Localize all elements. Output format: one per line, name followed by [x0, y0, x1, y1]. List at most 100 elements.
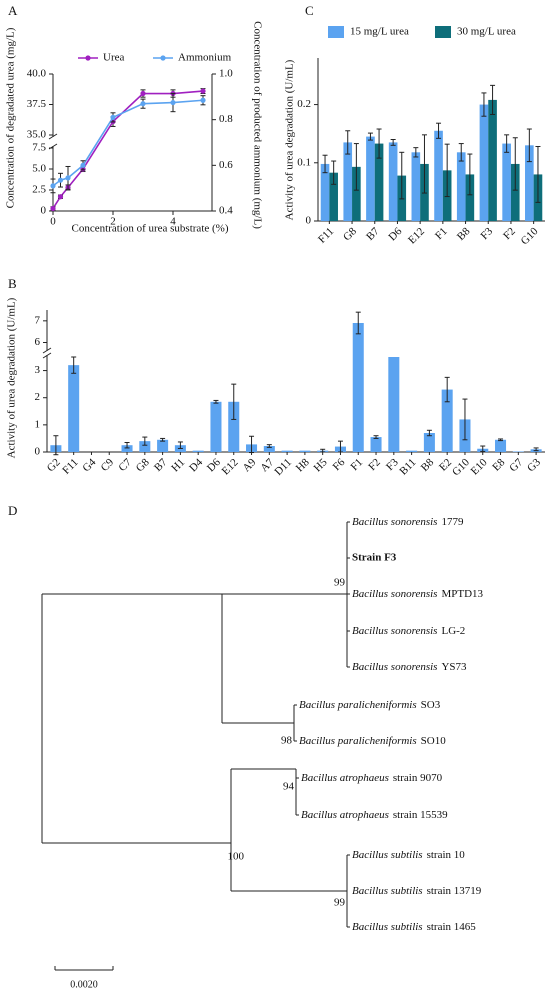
x-tick-label: E10 [469, 456, 490, 477]
axis-break [42, 352, 52, 359]
y-tick-label: 0 [306, 215, 312, 227]
strain: SO10 [421, 735, 447, 747]
x-tick-label: F1 [433, 225, 450, 242]
x-tick-label: G8 [134, 456, 152, 474]
y-tick-label: 0.2 [297, 98, 311, 110]
axis-break [42, 347, 52, 354]
x-tick-label: B7 [364, 225, 382, 243]
x-tick-label: H1 [169, 456, 187, 474]
y-tick-label: 7.5 [32, 142, 46, 154]
bootstrap: 100 [228, 851, 245, 863]
bar [157, 439, 169, 452]
x-tick-label: E12 [220, 456, 241, 477]
bar [329, 172, 338, 221]
bar [320, 163, 330, 221]
point [110, 114, 116, 120]
point [65, 175, 71, 181]
x-tick-label: D11 [272, 456, 294, 478]
strain: YS73 [441, 661, 467, 673]
point [200, 97, 206, 103]
panel-letter: A [8, 3, 18, 18]
bar [512, 451, 524, 452]
leaf-label: Bacillus atrophaeus strain 9070 [301, 772, 443, 784]
x-tick-label: G2 [45, 456, 63, 474]
bar [423, 433, 435, 452]
y-tick-label: 0 [35, 446, 41, 458]
x-tick-label: G10 [450, 456, 472, 478]
bootstrap: 98 [281, 735, 293, 747]
leaf-label: Bacillus paralicheniformis SO3 [299, 699, 441, 711]
y-tick-label: 6 [35, 336, 41, 348]
y-tick-label: 40.0 [27, 68, 47, 80]
species: Bacillus subtilis [352, 921, 423, 933]
series-line [52, 90, 204, 209]
x-tick-label: D6 [386, 225, 404, 243]
species: Bacillus sonorensis [352, 625, 437, 637]
bar [495, 439, 507, 452]
legend-marker [160, 55, 166, 61]
x-tick-label: F6 [331, 456, 348, 473]
bar [406, 450, 418, 452]
leaf-label: Bacillus subtilis strain 1465 [352, 921, 476, 933]
strain: strain 15539 [393, 809, 448, 821]
leaf-label: Strain F3 [352, 552, 397, 564]
bar [139, 441, 151, 452]
panel-letter: D [8, 503, 17, 518]
bar [299, 450, 311, 452]
y-tick-label: 7 [35, 314, 41, 326]
leaf-label: Bacillus subtilis strain 13719 [352, 885, 482, 897]
leaf-label: Bacillus sonorensis MPTD13 [352, 588, 484, 600]
x-tick-label: G10 [519, 225, 541, 247]
x-tick-label: D6 [205, 456, 223, 474]
tree-branches [41, 521, 350, 928]
strain: SO3 [421, 699, 441, 711]
x-tick-label: F2 [501, 225, 518, 242]
bar [525, 145, 534, 221]
y2-tick-label: 0.4 [219, 205, 233, 217]
species: Bacillus paralicheniformis [299, 735, 417, 747]
scale-label: 0.0020 [70, 979, 98, 990]
point [80, 162, 86, 168]
x-tick-label: E12 [406, 225, 427, 246]
x-tick-label: B11 [397, 456, 418, 477]
point [57, 194, 64, 200]
leaf-label: Bacillus sonorensis 1779 [352, 516, 464, 528]
bar [210, 401, 222, 452]
y-tick-label: 1 [35, 418, 41, 430]
x-tick-label: 2 [110, 216, 116, 228]
bar [388, 142, 398, 221]
species: Bacillus atrophaeus [301, 809, 389, 821]
scale-bar: 0.0020 [54, 966, 114, 990]
x-tick-label: G8 [341, 225, 359, 243]
point [170, 99, 176, 106]
y-tick-label: 2.5 [32, 184, 46, 196]
y-tick-label: 35.0 [27, 129, 47, 141]
bar [343, 142, 353, 221]
point [50, 205, 56, 212]
x-tick-label: F2 [366, 456, 383, 473]
y2-axis-label: Concentration of producted ammonium (mg/… [251, 21, 263, 229]
x-tick-label: G7 [507, 456, 525, 474]
bar [441, 389, 453, 452]
leaf-label: Bacillus atrophaeus strain 15539 [301, 809, 448, 821]
bar [434, 130, 443, 221]
y-tick-label: 0.1 [297, 156, 311, 168]
panel-letter: B [8, 276, 17, 291]
species: Bacillus atrophaeus [301, 772, 389, 784]
x-axis-label: Concentration of urea substrate (%) [72, 223, 229, 235]
y-tick-label: 5.0 [32, 163, 46, 175]
strain: strain 10 [427, 849, 466, 861]
legend-swatch [435, 26, 451, 38]
y-axis-label: Concentration of degradated urea (mg/L) [5, 27, 17, 208]
bar [388, 357, 400, 452]
bar [370, 437, 382, 452]
bar [121, 445, 133, 452]
y-tick-label: 37.5 [27, 98, 47, 110]
point [140, 101, 146, 107]
species: Bacillus subtilis [352, 885, 423, 897]
legend-swatch [328, 26, 344, 38]
bar [281, 450, 293, 452]
point [140, 90, 146, 97]
bar [502, 143, 511, 221]
